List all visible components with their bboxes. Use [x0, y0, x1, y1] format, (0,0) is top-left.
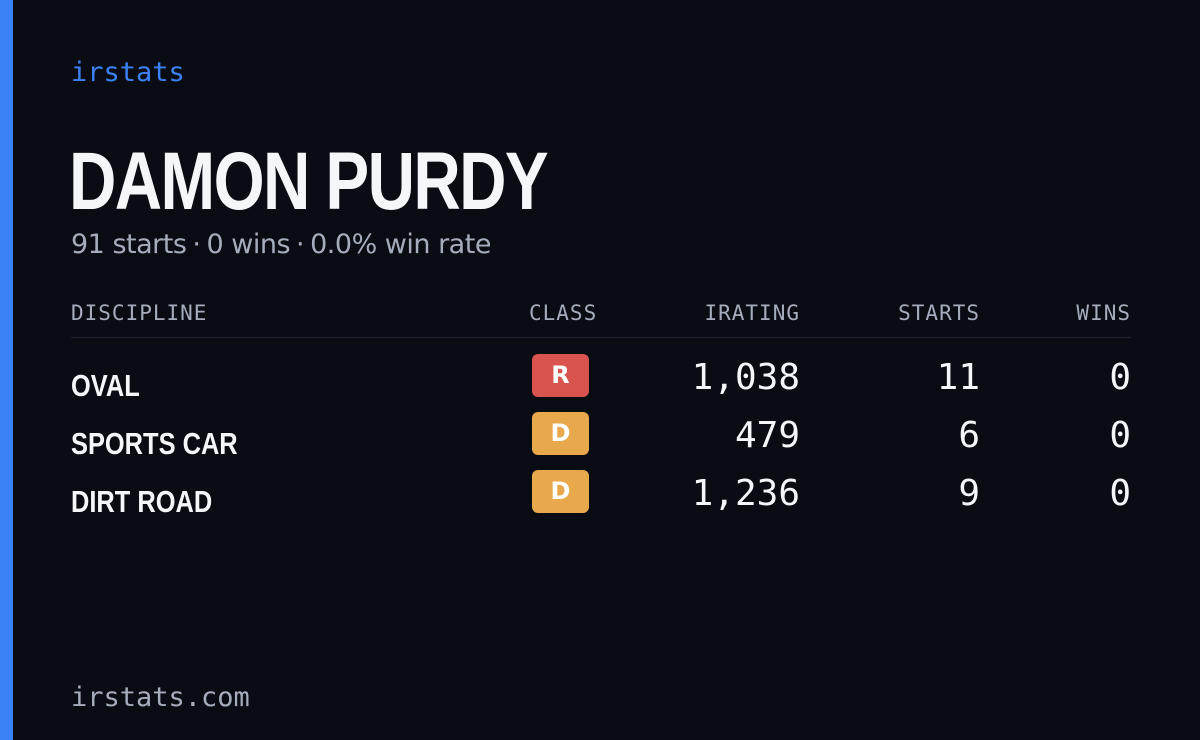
irating-value: 479: [734, 415, 800, 456]
summary-separator: ·: [192, 229, 201, 260]
irating-value: 1,236: [691, 473, 800, 514]
header-irating: IRATING: [704, 301, 800, 325]
driver-name: DAMON PURDY: [69, 136, 549, 227]
wins-value: 0: [1109, 415, 1131, 456]
footer-url[interactable]: irstats.com: [71, 682, 250, 713]
header-starts: STARTS: [898, 301, 980, 325]
header-class: CLASS: [529, 301, 598, 325]
starts-value: 11: [936, 357, 980, 398]
discipline-name: DIRT ROAD: [71, 484, 213, 519]
discipline-table: DISCIPLINE CLASS IRATING STARTS WINS OVA…: [71, 298, 1131, 528]
table-row: OVAL R 1,038 11 0: [71, 354, 1131, 412]
summary-starts: 91 starts: [71, 229, 187, 260]
discipline-name: OVAL: [71, 368, 140, 403]
wins-value: 0: [1109, 357, 1131, 398]
header-discipline: DISCIPLINE: [71, 301, 208, 325]
wins-value: 0: [1109, 473, 1131, 514]
table-row: DIRT ROAD D 1,236 9 0: [71, 470, 1131, 528]
class-badge: R: [532, 354, 589, 397]
summary-wins: 0 wins: [206, 229, 291, 260]
table-header: DISCIPLINE CLASS IRATING STARTS WINS: [71, 298, 1131, 338]
table-body: OVAL R 1,038 11 0 SPORTS CAR D 479 6 0 D…: [71, 338, 1131, 528]
starts-value: 9: [958, 473, 980, 514]
summary-separator: ·: [296, 229, 305, 260]
brand-logo[interactable]: irstats: [71, 57, 185, 88]
class-badge: D: [532, 470, 589, 513]
starts-value: 6: [958, 415, 980, 456]
class-badge: D: [532, 412, 589, 455]
header-wins: WINS: [1076, 301, 1131, 325]
accent-bar: [0, 0, 13, 740]
summary-win-rate: 0.0% win rate: [310, 229, 491, 260]
irating-value: 1,038: [691, 357, 800, 398]
discipline-name: SPORTS CAR: [71, 426, 238, 461]
driver-summary: 91 starts · 0 wins · 0.0% win rate: [71, 227, 491, 263]
table-row: SPORTS CAR D 479 6 0: [71, 412, 1131, 470]
